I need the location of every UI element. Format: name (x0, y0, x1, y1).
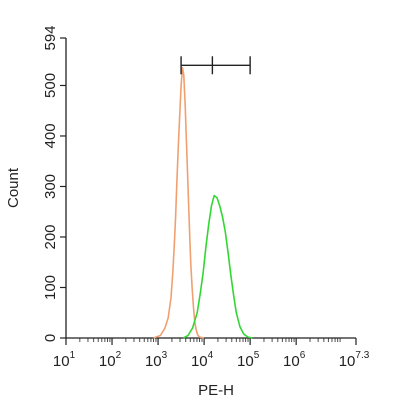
series-line-1 (153, 67, 205, 339)
y-tick-label: 0 (42, 334, 59, 342)
y-tick-label: 200 (42, 224, 59, 249)
y-tick-label: 300 (42, 174, 59, 199)
x-tick-label: 104 (191, 350, 214, 370)
y-tick-label: 594 (42, 25, 59, 50)
y-tick-label: 400 (42, 123, 59, 148)
labels: 0 100 200 300 400 500 594 101 102 103 104 105 106 107… (5, 25, 370, 399)
axes (60, 37, 357, 345)
y-axis-title: Count (5, 167, 22, 208)
series-line-2 (183, 194, 253, 339)
x-axis-title: PE-H (198, 382, 234, 399)
y-tick-label: 100 (42, 275, 59, 300)
series-layer (153, 67, 253, 339)
x-tick-label: 103 (145, 350, 168, 370)
x-tick-label: 105 (237, 350, 260, 370)
x-tick-label: 102 (99, 350, 122, 370)
x-tick-label: 106 (283, 350, 306, 370)
x-tick-label: 101 (53, 350, 76, 370)
gate-marker (180, 56, 251, 75)
x-tick-label: 107.3 (339, 350, 370, 370)
y-tick-label: 500 (42, 73, 59, 98)
